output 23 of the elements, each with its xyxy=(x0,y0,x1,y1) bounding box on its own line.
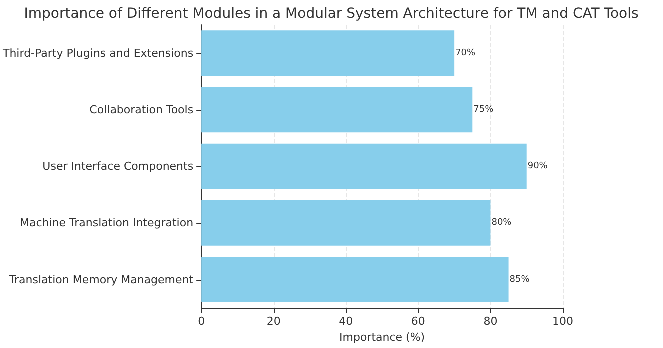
bar xyxy=(202,257,509,302)
x-tick-label: 80 xyxy=(484,315,498,328)
bar xyxy=(202,30,455,76)
bar xyxy=(202,200,491,246)
data-label: 70% xyxy=(456,48,476,58)
x-tick-label: 20 xyxy=(266,315,281,328)
bar xyxy=(202,87,473,133)
x-tick-label: 60 xyxy=(411,315,426,328)
y-tick-label: Third-Party Plugins and Extensions xyxy=(2,46,194,60)
data-label: 75% xyxy=(474,104,494,115)
x-axis-title: Importance (%) xyxy=(339,331,426,344)
x-tick-label: 0 xyxy=(198,315,206,328)
bar xyxy=(202,144,527,190)
y-tick-label: Machine Translation Integration xyxy=(20,216,194,230)
y-tick-label: Translation Memory Management xyxy=(8,273,194,286)
chart-title: Importance of Different Modules in a Modular System Architecture for TM and CAT Tools xyxy=(24,6,639,22)
y-tick-label: Collaboration Tools xyxy=(90,103,194,116)
x-tick-label: 40 xyxy=(339,315,354,328)
x-tick-label: 100 xyxy=(552,315,574,328)
data-label: 85% xyxy=(510,274,530,285)
data-label: 90% xyxy=(528,162,548,172)
y-tick-label: User Interface Components xyxy=(42,160,194,174)
data-label: 80% xyxy=(492,218,512,228)
